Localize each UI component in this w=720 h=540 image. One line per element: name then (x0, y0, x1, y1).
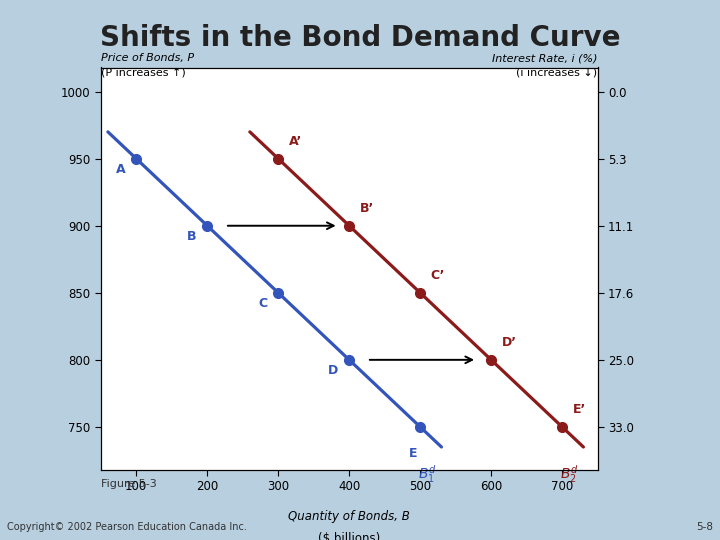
Text: A’: A’ (289, 135, 302, 148)
Text: Quantity of Bonds, B: Quantity of Bonds, B (288, 510, 410, 523)
Text: Figure 5-3: Figure 5-3 (101, 478, 156, 489)
Text: D: D (328, 364, 338, 377)
Text: E: E (409, 447, 418, 460)
Text: C: C (258, 297, 268, 310)
Text: Interest Rate, i (%): Interest Rate, i (%) (492, 53, 598, 64)
Text: Copyright© 2002 Pearson Education Canada Inc.: Copyright© 2002 Pearson Education Canada… (7, 522, 247, 531)
Text: (i increases ↓): (i increases ↓) (516, 68, 598, 78)
Text: E’: E’ (573, 403, 586, 416)
Text: B’: B’ (360, 202, 374, 215)
Text: A: A (116, 163, 126, 176)
Text: $B_2^d$: $B_2^d$ (560, 463, 579, 485)
Text: (P increases ↑): (P increases ↑) (101, 68, 186, 78)
Text: ($ billions): ($ billions) (318, 532, 380, 540)
Text: Shifts in the Bond Demand Curve: Shifts in the Bond Demand Curve (100, 24, 620, 52)
Text: $B_1^d$: $B_1^d$ (418, 463, 436, 485)
Text: B: B (187, 230, 197, 243)
Text: Price of Bonds, P: Price of Bonds, P (101, 53, 194, 64)
Text: 5-8: 5-8 (696, 522, 713, 531)
Text: D’: D’ (502, 336, 517, 349)
Text: C’: C’ (431, 269, 445, 282)
